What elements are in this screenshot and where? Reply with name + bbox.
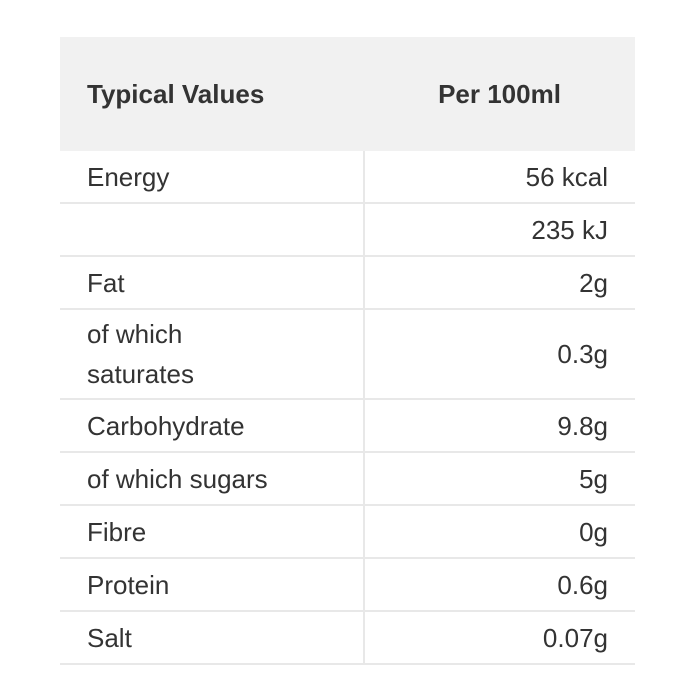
label-cell: Carbohydrate <box>60 399 365 453</box>
label-cell: Protein <box>60 558 365 612</box>
value-cell: 0g <box>364 505 635 559</box>
value-cell: 2g <box>364 256 635 310</box>
header-cell: Typical Values <box>60 37 364 151</box>
table-row: Energy 56 kcal <box>60 151 635 204</box>
table-row: 235 kJ <box>60 203 635 257</box>
value-cell: 0.3g <box>364 309 635 400</box>
table-row: Fat 2g <box>60 256 635 310</box>
label-text: Fat <box>87 267 125 298</box>
table-row: Fibre 0g <box>60 505 635 559</box>
label-text: Fibre <box>87 516 147 547</box>
label-cell: of which sugars <box>60 452 365 506</box>
label-cell: Fibre <box>60 505 365 559</box>
label-text: Carbohydrate <box>87 410 245 441</box>
label-text: Salt <box>87 622 132 653</box>
label-text: of which sugars <box>87 463 268 494</box>
table-row: Carbohydrate 9.8g <box>60 399 635 453</box>
header-cell: Per 100ml <box>364 37 635 151</box>
label-text: of which saturates <box>87 319 194 389</box>
label-cell: Salt <box>60 611 365 665</box>
table-body: Energy 56 kcal 235 kJ Fat 2g of which saturat… <box>60 151 635 665</box>
label-cell: of which saturates <box>60 309 365 400</box>
nutrition-table: Typical Values Per 100ml Energy 56 kcal 23… <box>60 37 635 665</box>
table-row: of which sugars 5g <box>60 452 635 506</box>
header-row: Typical Values Per 100ml <box>60 37 635 151</box>
value-cell: 9.8g <box>364 399 635 453</box>
value-cell: 56 kcal <box>364 151 635 204</box>
label-cell <box>60 203 365 257</box>
value-cell: 0.6g <box>364 558 635 612</box>
label-text: Protein <box>87 569 170 600</box>
table-row: Protein 0.6g <box>60 558 635 612</box>
label-cell: Energy <box>60 151 365 204</box>
value-cell: 5g <box>364 452 635 506</box>
value-cell: 235 kJ <box>364 203 635 257</box>
label-cell: Fat <box>60 256 365 310</box>
label-text: Energy <box>87 161 170 192</box>
value-cell: 0.07g <box>364 611 635 665</box>
table-row: Salt 0.07g <box>60 611 635 665</box>
table-row: of which saturates 0.3g <box>60 309 635 400</box>
